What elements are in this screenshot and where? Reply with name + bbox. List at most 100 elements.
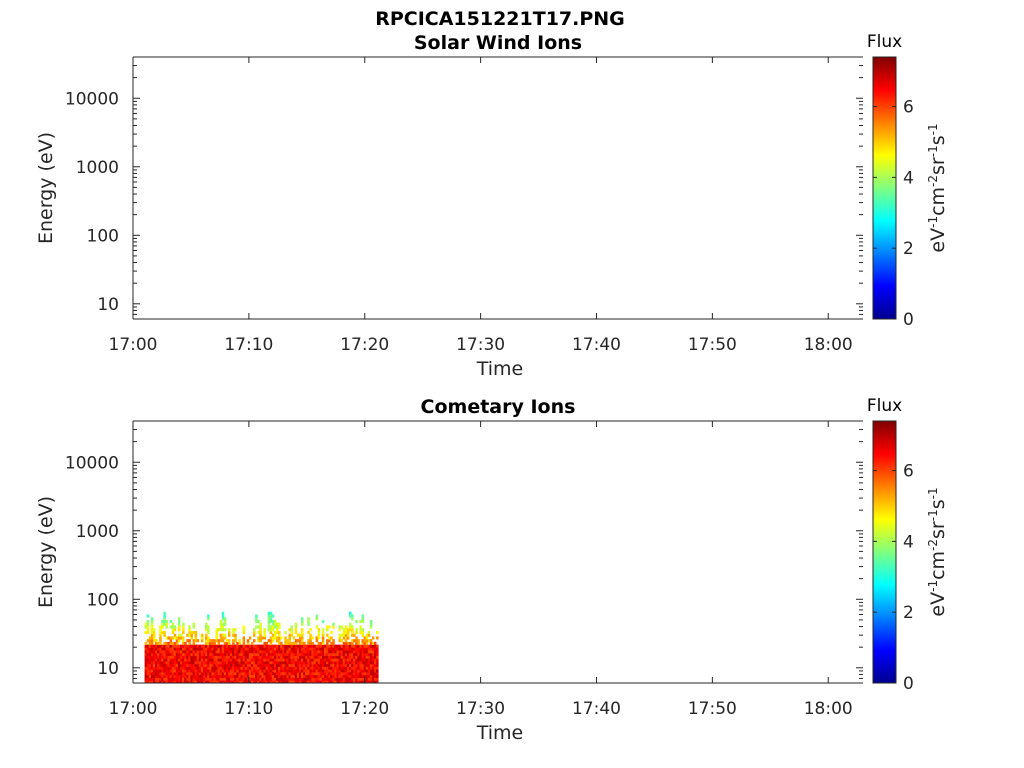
data-cell xyxy=(346,661,350,665)
data-cell xyxy=(361,628,364,632)
data-cell xyxy=(175,650,179,654)
data-cell xyxy=(234,677,237,681)
data-cell xyxy=(215,677,218,681)
data-cell xyxy=(196,652,200,656)
data-cell xyxy=(215,655,218,659)
data-cell xyxy=(278,655,281,659)
data-cell xyxy=(292,663,296,667)
data-cell xyxy=(317,680,321,684)
data-cell xyxy=(263,633,266,637)
data-cell xyxy=(323,658,327,662)
data-cell xyxy=(305,672,308,676)
data-cell xyxy=(307,619,310,624)
data-cell xyxy=(371,666,375,670)
data-cell xyxy=(351,614,354,618)
data-cell xyxy=(190,647,193,651)
data-cell xyxy=(171,658,175,662)
data-cell xyxy=(144,641,148,646)
data-cell xyxy=(334,677,337,681)
data-cell xyxy=(353,677,356,681)
data-cell xyxy=(150,658,154,662)
data-cell xyxy=(303,658,306,662)
x-tick-label: 17:40 xyxy=(572,335,621,355)
y-axis-label: Energy (eV) xyxy=(35,132,57,244)
data-cell xyxy=(301,652,304,656)
data-cell xyxy=(144,630,148,635)
data-cell xyxy=(257,652,260,656)
data-cell xyxy=(305,644,308,648)
data-cell xyxy=(157,650,160,654)
data-cell xyxy=(273,669,277,673)
data-cell xyxy=(148,650,152,654)
data-cell xyxy=(257,639,260,643)
data-cell xyxy=(326,641,329,646)
data-cell xyxy=(209,672,212,676)
data-cell xyxy=(167,644,171,648)
data-cell xyxy=(188,647,191,651)
data-cell xyxy=(353,639,356,643)
data-cell xyxy=(180,674,183,678)
colorbar-tick-label: 6 xyxy=(903,462,914,482)
data-cell xyxy=(234,644,237,648)
data-cell xyxy=(319,647,323,651)
data-cell xyxy=(169,644,173,648)
x-tick-label: 17:10 xyxy=(224,699,273,719)
data-cell xyxy=(177,625,181,629)
data-cell xyxy=(255,677,258,681)
data-cell xyxy=(321,630,325,635)
data-cell xyxy=(309,677,312,681)
data-cell xyxy=(282,672,285,676)
data-cell xyxy=(236,655,239,659)
data-cell xyxy=(271,652,275,656)
data-cell xyxy=(307,661,310,665)
data-cell xyxy=(150,652,154,656)
data-cell xyxy=(161,661,164,665)
data-cell xyxy=(290,630,294,635)
data-cell xyxy=(211,680,214,684)
data-cell xyxy=(196,644,200,648)
data-cell xyxy=(173,633,177,637)
data-cell xyxy=(150,619,154,624)
data-cell xyxy=(340,666,344,670)
data-cell xyxy=(200,647,204,651)
data-cell xyxy=(205,663,208,667)
data-cell xyxy=(186,655,189,659)
data-cell xyxy=(269,680,273,684)
data-cell xyxy=(332,644,335,648)
data-cell xyxy=(144,666,148,670)
data-cell xyxy=(217,672,221,676)
data-cell xyxy=(144,677,148,681)
data-cell xyxy=(180,652,183,656)
data-cell xyxy=(367,647,371,651)
data-cell xyxy=(207,625,210,629)
data-cell xyxy=(280,655,283,659)
data-cell xyxy=(365,644,369,648)
data-cell xyxy=(253,658,256,662)
data-cell xyxy=(307,639,310,643)
colorbar-tick-label: 0 xyxy=(903,674,914,694)
data-cell xyxy=(253,647,256,651)
data-cell xyxy=(223,622,227,626)
data-cell xyxy=(200,636,204,640)
data-cell xyxy=(317,669,321,673)
data-cell xyxy=(255,680,258,684)
data-cell xyxy=(173,625,177,629)
data-cell xyxy=(232,680,235,684)
data-cell xyxy=(374,677,377,681)
data-cell xyxy=(253,639,256,643)
data-cell xyxy=(188,644,191,648)
colorbar-gradient xyxy=(872,420,897,684)
data-cell xyxy=(361,669,364,673)
data-cell xyxy=(307,672,310,676)
data-cell xyxy=(267,674,271,678)
data-cell xyxy=(267,666,271,670)
data-cell xyxy=(171,680,175,684)
data-cell xyxy=(303,674,306,678)
data-cell xyxy=(223,617,227,621)
data-cell xyxy=(282,647,285,651)
data-cell xyxy=(144,658,148,662)
data-cell xyxy=(150,644,154,648)
data-cell xyxy=(367,674,371,678)
data-cell xyxy=(298,677,302,681)
data-cell xyxy=(311,663,314,667)
